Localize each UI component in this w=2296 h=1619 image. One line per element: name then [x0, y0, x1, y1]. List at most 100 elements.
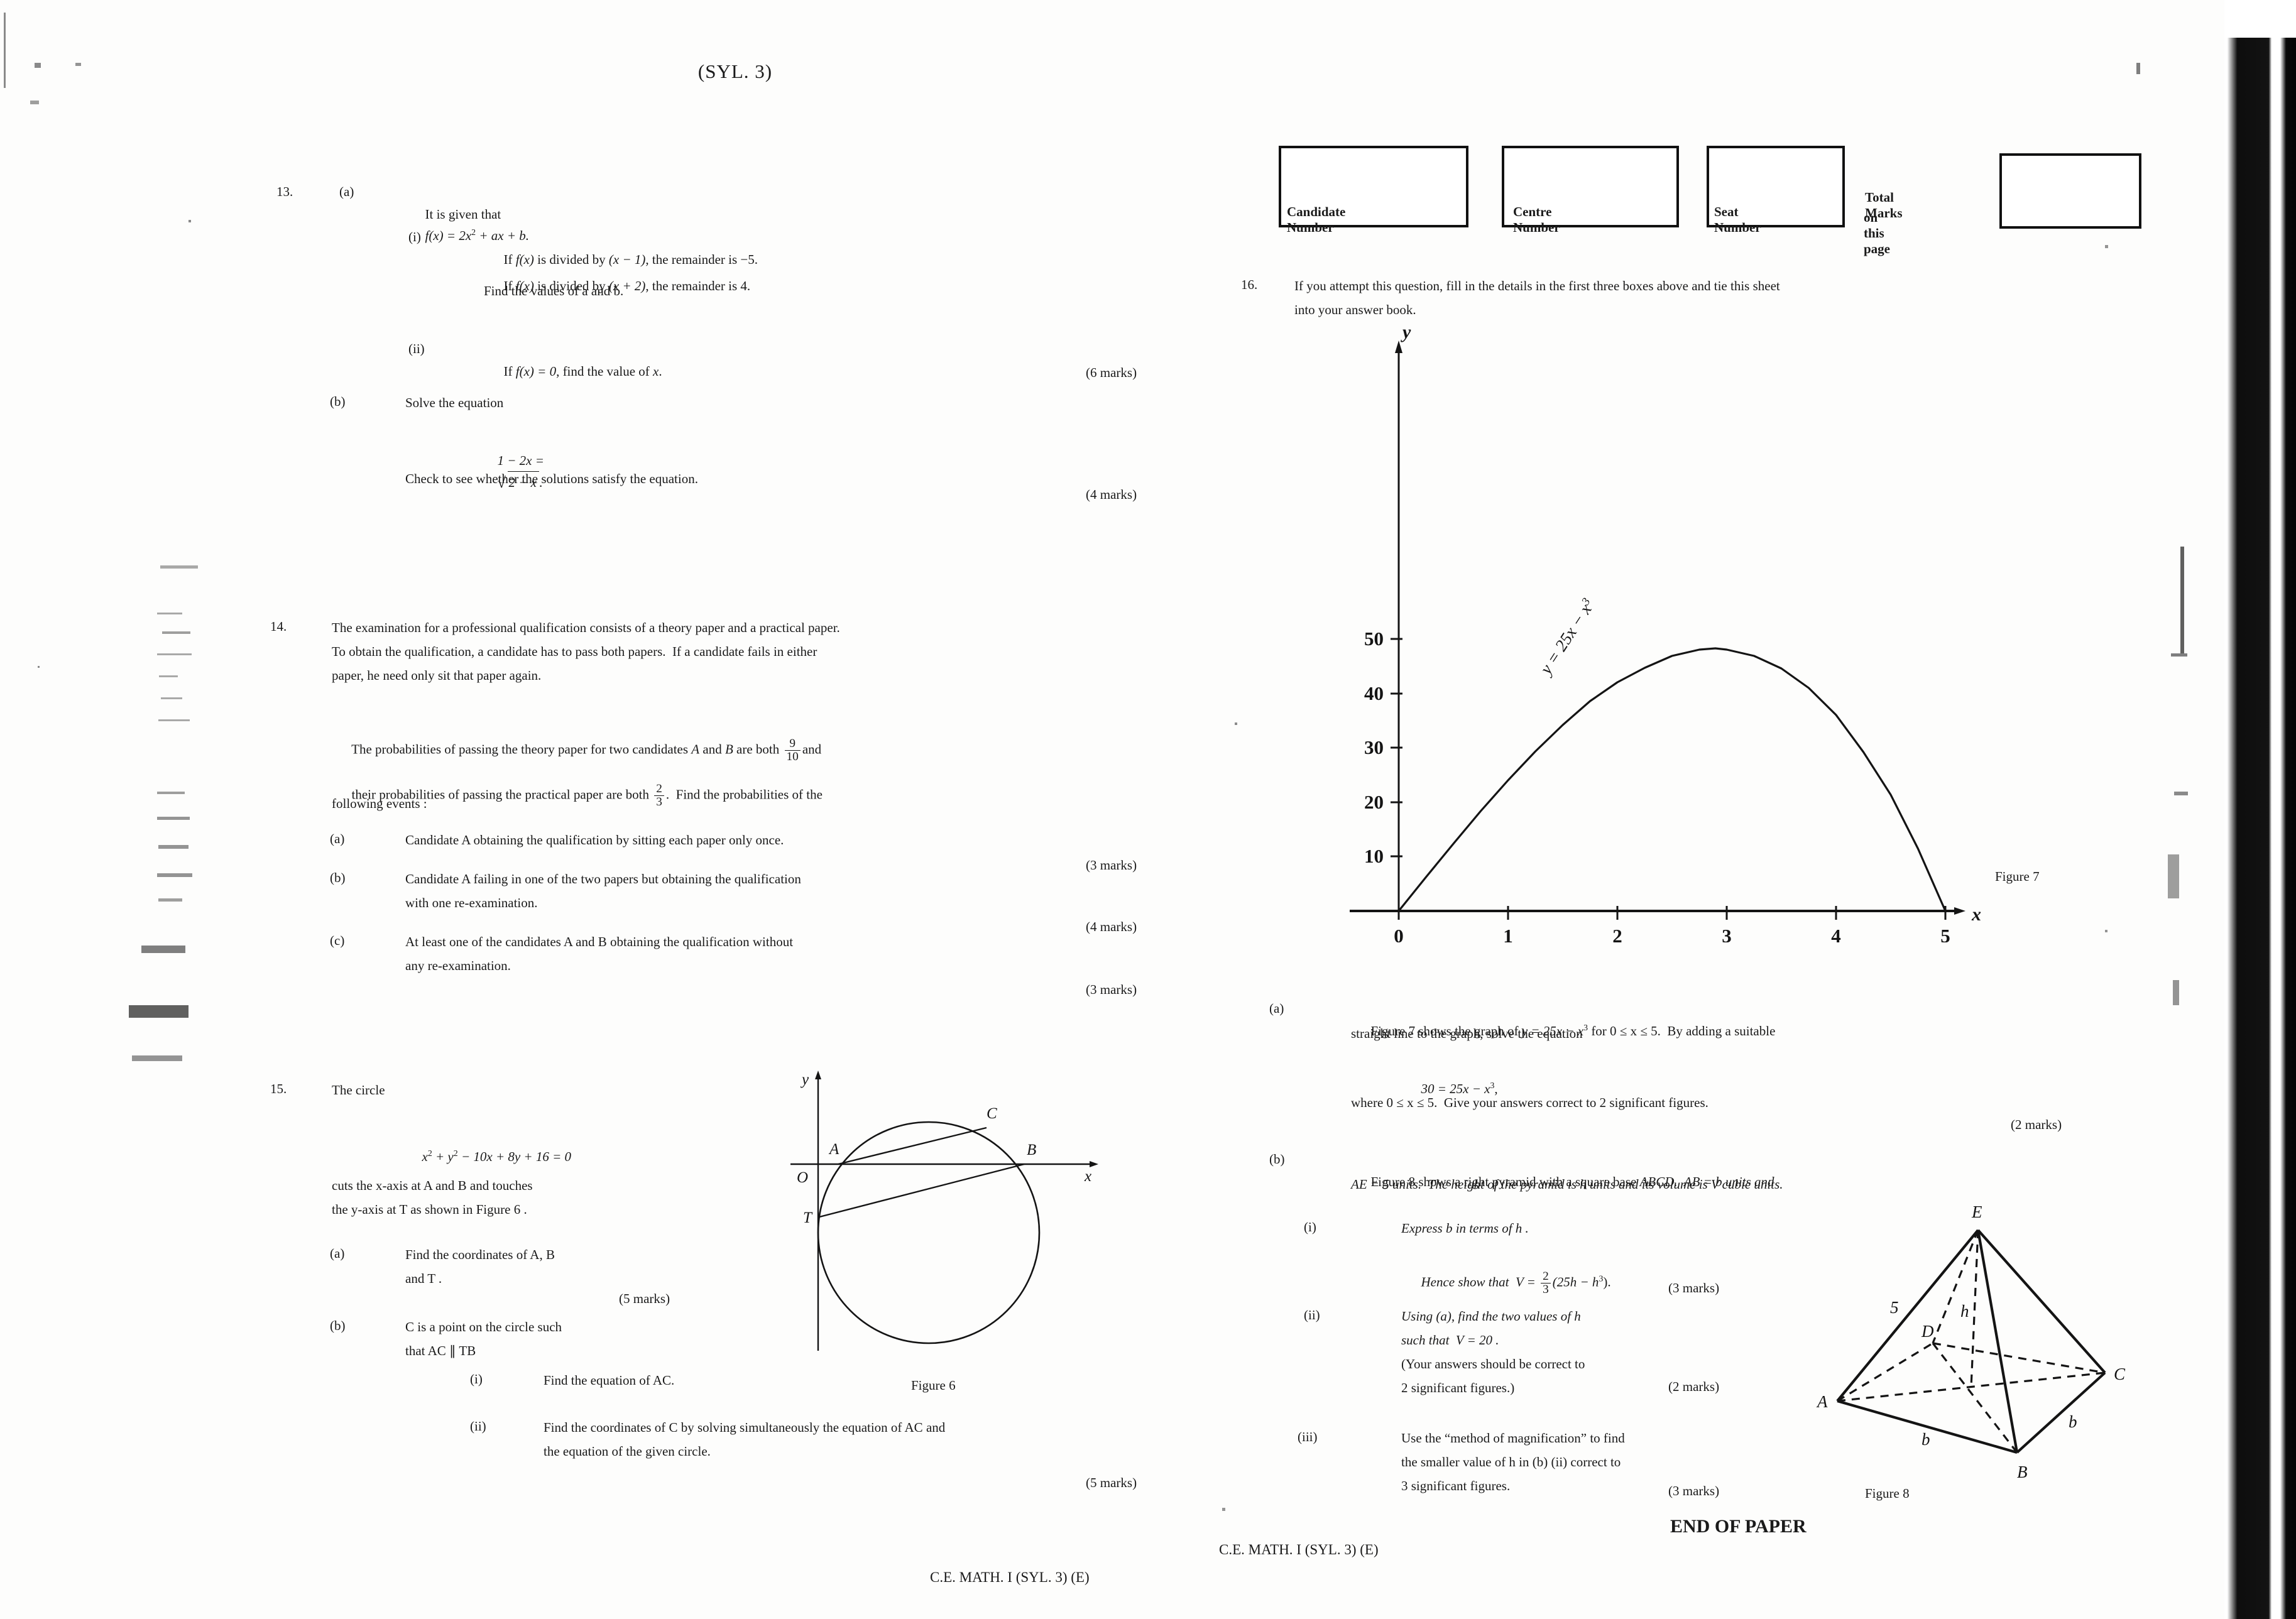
- figure-7-caption: Figure 7: [1995, 869, 2040, 884]
- q16-b-i-line1: Express b in terms of h .: [1401, 1221, 1529, 1236]
- figure-8-vertex-D: D: [1921, 1322, 1934, 1341]
- q14-frac1-num: 9: [784, 737, 801, 751]
- svg-text:B: B: [1027, 1142, 1036, 1158]
- figure-8-edge-label-b1: b: [1922, 1430, 1930, 1449]
- q13-part-a-label: (a): [339, 184, 354, 199]
- svg-text:A: A: [828, 1141, 839, 1158]
- q14-para2-line3: following events :: [332, 796, 427, 811]
- q13-a-i-line2: If f(x) is divided by (x + 2), the remai…: [484, 254, 751, 318]
- q16-a-label: (a): [1269, 1001, 1284, 1016]
- q16-bi-l2b: (25h − h: [1552, 1274, 1599, 1290]
- q13-i-l2b: f(x): [515, 278, 534, 294]
- q13-i-l1e: , the remainder is: [645, 252, 741, 268]
- q14-para1-line3: paper, he need only sit that paper again…: [332, 668, 542, 683]
- q15-a-line1: Find the coordinates of A, B: [405, 1247, 555, 1262]
- q14-p2-l1a: The probabilities of passing the theory …: [351, 741, 692, 757]
- q13-i-l2a: If: [503, 278, 516, 294]
- q13-i-l2f: 4: [740, 278, 747, 294]
- q16-b-ii-line2: such that V = 20 .: [1401, 1333, 1499, 1348]
- q13-a-fx-rest: + ax + b.: [476, 228, 529, 244]
- figure-8-edge-label-h: h: [1960, 1302, 1969, 1321]
- q15-equation: x2 + y2 − 10x + 8y + 16 = 0: [402, 1125, 572, 1189]
- q14-para2-line2: their probabilities of passing the pract…: [332, 761, 823, 831]
- candidate-number-box[interactable]: [1279, 146, 1468, 227]
- q13-a-i-line1: If f(x) is divided by (x − 1), the remai…: [484, 227, 758, 292]
- q15-b-line2: that AC ∥ TB: [405, 1343, 476, 1358]
- figure-7-graph: 10 20 30 40 50 0 1: [1307, 327, 2036, 942]
- q13-b-eq-tail: .: [539, 475, 543, 491]
- footer-left: C.E. MATH. I (SYL. 3) (E): [930, 1569, 1090, 1585]
- q14-frac2-num: 2: [654, 782, 664, 797]
- svg-text:30: 30: [1364, 736, 1384, 758]
- q15-part-b-label: (b): [330, 1318, 346, 1333]
- q16-number: 16.: [1241, 277, 1258, 292]
- q13-ii-b: f(x) = 0: [515, 364, 557, 379]
- q16-b-iii-line2: the smaller value of h in (b) (ii) corre…: [1401, 1454, 1621, 1469]
- q14-frac2-den: 3: [656, 795, 662, 809]
- q15-eq-a: x: [422, 1149, 428, 1165]
- fraction-9-10: 9 10: [784, 737, 801, 764]
- q14-p2-and: and: [802, 741, 822, 757]
- q13-b-radicand: 2 − x: [507, 471, 539, 493]
- q13-i-l1d: (x − 1): [608, 252, 646, 268]
- q14-item-b-line1: Candidate A failing in one of the two pa…: [405, 871, 801, 886]
- centre-number-box[interactable]: [1502, 146, 1679, 227]
- figure-8-vertex-B: B: [2017, 1463, 2028, 1481]
- q16-a-line3: where 0 ≤ x ≤ 5. Give your answers corre…: [1351, 1095, 1708, 1110]
- q13-ii-c: , find the value of: [556, 364, 653, 379]
- q15-line2: the y-axis at T as shown in Figure 6 .: [332, 1202, 527, 1217]
- q15-b-i-label: (i): [470, 1371, 483, 1387]
- q16-a-l1c: for 0 ≤ x ≤ 5. By adding a suitable: [1588, 1023, 1776, 1039]
- q14-frac1-den: 10: [786, 750, 799, 764]
- q13-a-fx: f(x) = 2x: [425, 228, 472, 244]
- q16-b-iii-label: (iii): [1298, 1429, 1318, 1444]
- q16-b-line1: Figure 8 shows a right pyramid with a sq…: [1351, 1150, 1774, 1214]
- paper-sheet: [0, 0, 2224, 1619]
- q14-para1-line1: The examination for a professional quali…: [332, 620, 840, 635]
- q14-p2-l2a: their probabilities of passing the pract…: [351, 787, 653, 802]
- figure-7-curve-label: y = 25x − x3: [1534, 596, 1598, 679]
- q14-item-b-marks: (4 marks): [1086, 919, 1137, 934]
- q15-part-a-label: (a): [330, 1246, 345, 1261]
- q16-instr-line2: into your answer book.: [1294, 302, 1416, 317]
- q13-a-stem-text: It is given that: [425, 207, 501, 222]
- q16-a-eq: 30 = 25x − x: [1421, 1081, 1490, 1097]
- q13-b-stem: Solve the equation: [405, 395, 504, 410]
- q14-para1-line2: To obtain the qualification, a candidate…: [332, 644, 817, 659]
- q16-b-ii-line3: (Your answers should be correct to: [1401, 1356, 1585, 1371]
- q13-i-l2g: .: [746, 278, 751, 294]
- seat-number-box[interactable]: [1707, 146, 1845, 227]
- q14-item-a-line1: Candidate A obtaining the qualification …: [405, 832, 784, 848]
- q16-a-l1a: Figure 7 shows the graph of: [1370, 1023, 1522, 1039]
- figure-8-vertex-A: A: [1816, 1392, 1828, 1411]
- figure-8-edge-label-5: 5: [1890, 1298, 1899, 1317]
- q16-bi-l2a: Hence show that V =: [1421, 1274, 1539, 1290]
- end-of-paper: END OF PAPER: [1670, 1516, 1807, 1537]
- footer-center: C.E. MATH. I (SYL. 3) (E): [1219, 1542, 1379, 1557]
- q13-b-eq-lhs: 1 − 2x =: [497, 453, 544, 469]
- q15-b-line1: C is a point on the circle such: [405, 1319, 562, 1334]
- q16-bi-frac-num: 2: [1541, 1270, 1551, 1284]
- q15-b-ii-label: (ii): [470, 1419, 486, 1434]
- q14-p2-l2b: . Find the probabilities of the: [665, 787, 823, 802]
- svg-text:C: C: [987, 1105, 997, 1122]
- q14-item-c-line1: At least one of the candidates A and B o…: [405, 934, 794, 949]
- svg-text:50: 50: [1364, 628, 1384, 650]
- svg-text:10: 10: [1364, 845, 1384, 867]
- svg-text:2: 2: [1612, 925, 1622, 942]
- svg-text:x: x: [1971, 904, 1981, 925]
- q15-number: 15.: [270, 1081, 287, 1096]
- figure-8-svg: E A B C D 5 b b h: [1816, 1202, 2126, 1481]
- q13-a-i-line3: Find the values of a and b.: [484, 283, 624, 298]
- q15-b-i-text: Find the equation of AC.: [544, 1373, 675, 1388]
- q13-b-check: Check to see whether the solutions satis…: [405, 471, 698, 486]
- q16-b-label: (b): [1269, 1152, 1285, 1167]
- q16-b-line2: AE = 5 units. The height of the pyramid …: [1351, 1177, 1783, 1192]
- q15-b-ii-line2: the equation of the given circle.: [544, 1444, 711, 1459]
- q16-bi-frac-den: 3: [1543, 1283, 1549, 1297]
- q15-a-marks: (5 marks): [619, 1291, 670, 1306]
- q16-b-iii-line3: 3 significant figures.: [1401, 1478, 1511, 1493]
- total-marks-box[interactable]: [1999, 153, 2141, 229]
- q16-b-iii-marks: (3 marks): [1668, 1483, 1720, 1498]
- figure-6-diagram: y x O A B C T: [773, 1068, 1125, 1395]
